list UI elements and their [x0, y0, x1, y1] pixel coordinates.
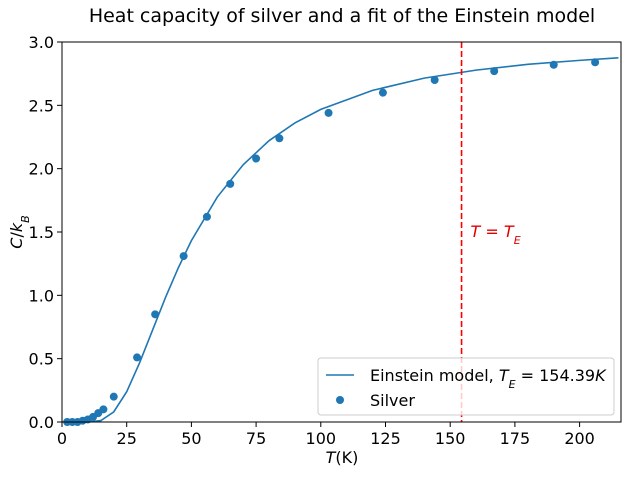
plot-frame — [61, 41, 622, 423]
y-tick-label: 0.0 — [29, 413, 54, 432]
data-point — [430, 76, 439, 84]
data-point — [490, 67, 499, 76]
data-point — [378, 88, 387, 97]
legend-marker — [336, 396, 344, 404]
annotation-part: T — [471, 222, 482, 241]
data-point — [226, 179, 235, 188]
y-axis-label-part: C — [7, 237, 26, 249]
legend-label-part: Einstein model, — [370, 366, 499, 385]
x-axis-label-part: (K) — [335, 448, 358, 467]
data-point — [179, 252, 188, 261]
y-tick-label: 0.5 — [29, 350, 54, 369]
legend-label-part: = 154.39 — [516, 366, 596, 385]
legend-label: Silver — [370, 391, 415, 410]
data-point — [99, 405, 108, 414]
y-tick-label: 3.0 — [29, 33, 54, 52]
data-point — [151, 310, 160, 319]
x-tick-label: 75 — [246, 429, 266, 448]
data-point — [109, 392, 118, 401]
data-point — [591, 58, 600, 67]
data-point — [549, 60, 558, 69]
legend-label-part: Silver — [370, 391, 415, 410]
y-tick-label: 1.0 — [29, 286, 54, 305]
x-tick-label: 50 — [181, 429, 201, 448]
x-tick-label: 200 — [564, 429, 595, 448]
x-tick-label: 100 — [306, 429, 337, 448]
legend-label: Einstein model, TE = 154.39K — [370, 366, 607, 391]
chart-title: Heat capacity of silver and a fit of the… — [89, 5, 595, 27]
legend-label-part: T — [499, 366, 510, 385]
x-axis-label-part: T — [326, 448, 337, 467]
x-tick-label: 0 — [57, 429, 67, 448]
y-tick-label: 2.5 — [29, 96, 54, 115]
y-tick-label: 1.5 — [29, 223, 54, 242]
data-point — [324, 108, 333, 117]
annotation-part: T — [504, 222, 515, 241]
y-axis-label-part: k — [7, 222, 26, 232]
y-axis-label-part: B — [19, 215, 32, 223]
legend-label-part: E — [509, 378, 516, 391]
data-point — [133, 353, 142, 362]
data-point — [252, 154, 261, 163]
data-point — [275, 134, 284, 143]
legend-label-part: K — [595, 366, 607, 385]
y-axis-label-part: / — [7, 232, 26, 238]
x-axis-label: T(K) — [326, 448, 359, 467]
annotation: T = TE — [471, 222, 521, 247]
annotation-part: = — [480, 222, 504, 241]
y-tick-label: 2.0 — [29, 160, 54, 179]
x-tick-label: 25 — [117, 429, 137, 448]
x-tick-label: 150 — [435, 429, 466, 448]
legend-box — [317, 357, 615, 416]
data-point — [202, 212, 211, 221]
x-tick-label: 175 — [500, 429, 531, 448]
annotation-part: E — [514, 234, 521, 247]
x-tick-label: 125 — [370, 429, 401, 448]
y-axis-label: C/kB — [7, 215, 32, 248]
